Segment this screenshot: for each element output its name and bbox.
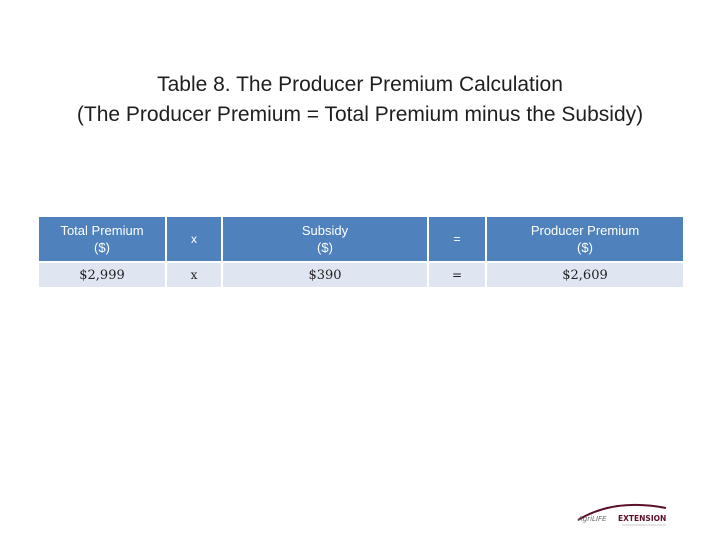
header-producer-premium: Producer Premium ($)	[485, 215, 685, 263]
cell-total-premium: $2,999	[37, 261, 167, 289]
header-total-premium-label: Total Premium	[60, 223, 144, 238]
title-line-2: (The Producer Premium = Total Premium mi…	[76, 103, 644, 126]
header-multiply-sign: x	[165, 215, 223, 263]
header-producer-premium-label: Producer Premium	[530, 223, 640, 238]
logo-text-extension: EXTENSION	[618, 514, 666, 523]
header-total-premium: Total Premium ($)	[37, 215, 167, 263]
logo-text-agrilife: AgriLIFE	[577, 515, 607, 523]
title-line-1: Table 8. The Producer Premium Calculatio…	[157, 73, 563, 96]
header-subsidy-unit: ($)	[317, 240, 333, 255]
cell-multiply-sign: x	[165, 261, 223, 289]
cell-producer-premium: $2,609	[485, 261, 685, 289]
header-subsidy-label: Subsidy	[301, 223, 349, 238]
cell-subsidy: $390	[221, 261, 429, 289]
header-producer-premium-unit: ($)	[577, 240, 593, 255]
premium-calculation-table: Total Premium ($) x Subsidy ($) = Produc…	[37, 215, 685, 289]
agrilife-extension-logo: AgriLIFE EXTENSION	[574, 500, 674, 528]
table-header-row: Total Premium ($) x Subsidy ($) = Produc…	[37, 215, 685, 263]
header-equals-sign: =	[427, 215, 487, 263]
header-subsidy: Subsidy ($)	[221, 215, 429, 263]
page-title: Table 8. The Producer Premium Calculatio…	[0, 70, 720, 130]
agrilife-logo-graphic: AgriLIFE EXTENSION	[577, 503, 667, 526]
logo-swoosh-icon	[577, 503, 667, 521]
cell-equals-sign: =	[427, 261, 487, 289]
table-row: $2,999 x $390 = $2,609	[37, 261, 685, 289]
header-total-premium-unit: ($)	[94, 240, 110, 255]
